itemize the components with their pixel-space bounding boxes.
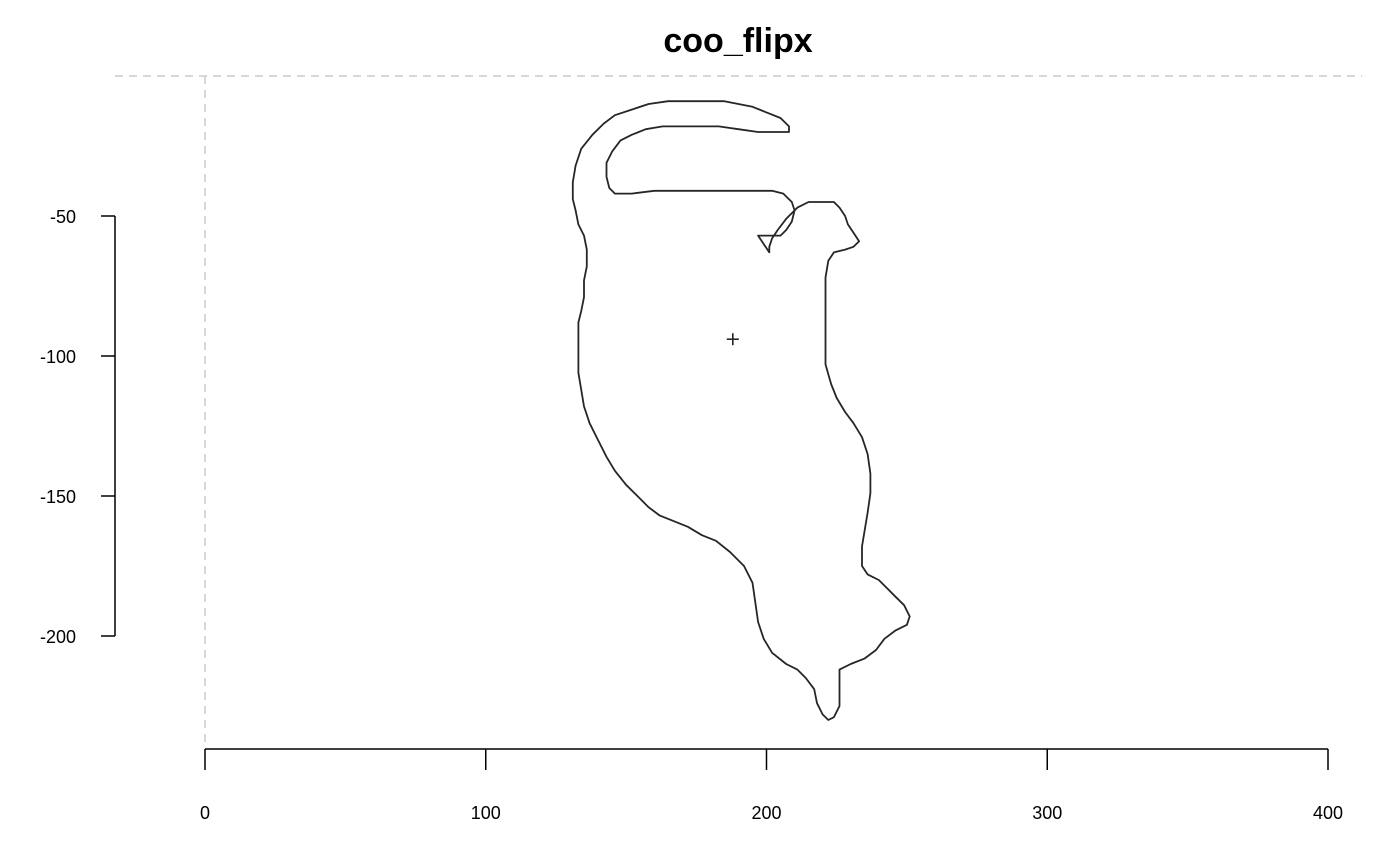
x-tick-label: 400 (1313, 803, 1343, 823)
y-tick-label: -200 (40, 627, 76, 647)
y-axis: -50 -100 -150 -200 (40, 207, 116, 647)
x-tick-label: 300 (1032, 803, 1062, 823)
outline-shape (571, 100, 911, 721)
centroid-marker (726, 333, 739, 346)
x-tick-label: 200 (751, 803, 781, 823)
x-axis: 0 100 200 300 400 (200, 748, 1343, 823)
y-tick-label: -150 (40, 487, 76, 507)
x-tick-label: 100 (471, 803, 501, 823)
x-tick-label: 0 (200, 803, 210, 823)
chart-title: coo_flipx (663, 22, 812, 60)
y-tick-label: -50 (50, 207, 76, 227)
y-tick-label: -100 (40, 347, 76, 367)
